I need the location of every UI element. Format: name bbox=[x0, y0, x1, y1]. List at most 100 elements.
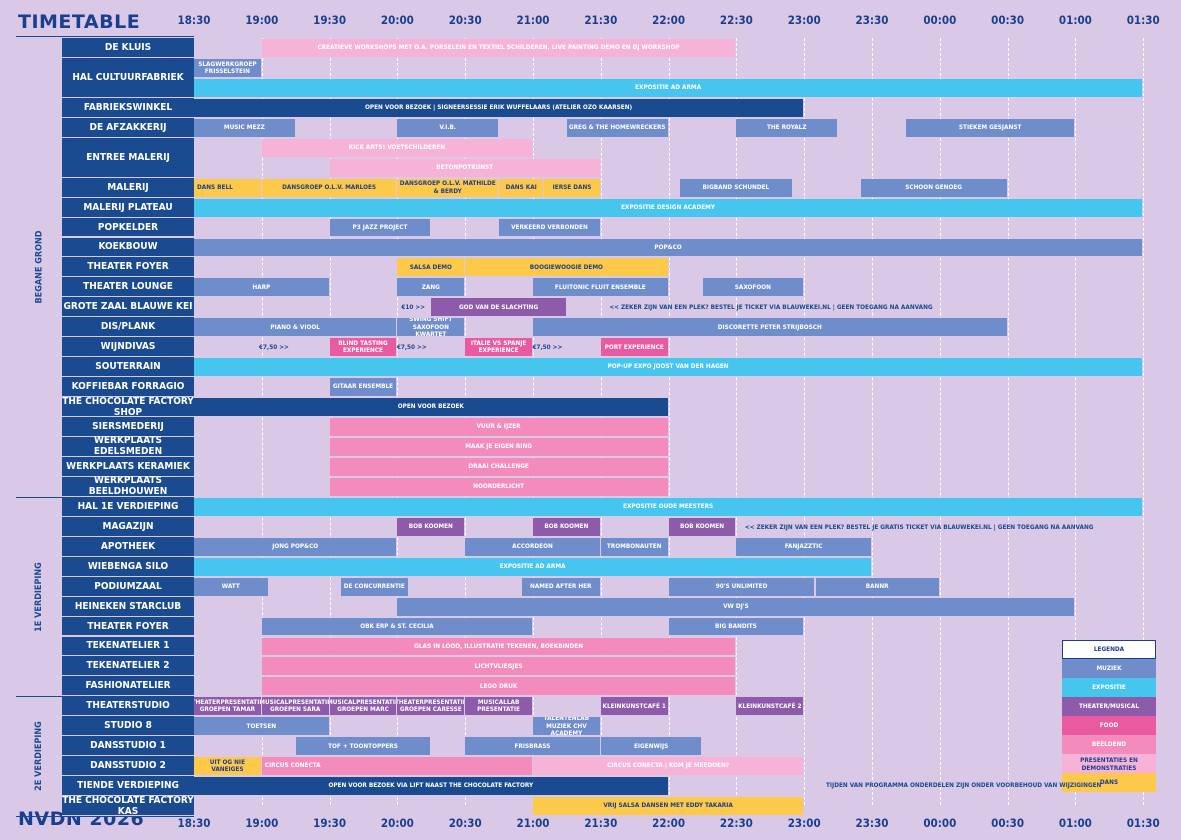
event-block[interactable]: PIANO & VIOOL bbox=[194, 318, 398, 337]
event-block[interactable]: OBK ERP & ST. CECILIA bbox=[261, 617, 533, 636]
legend-item-muziek: MUZIEK bbox=[1062, 659, 1156, 678]
time-label: 23:30 bbox=[855, 816, 889, 830]
event-block[interactable]: GLAS IN LOOD, ILLUSTRATIE TEKENEN, BOEKB… bbox=[261, 637, 737, 656]
event-block[interactable]: DE CONCURRENTIE bbox=[340, 577, 409, 596]
event-note: << ZEKER ZIJN VAN EEN PLEK? BESTEL JE GR… bbox=[744, 522, 1094, 531]
event-block[interactable]: SWING SHIFT SAXOFOON KWARTET bbox=[397, 318, 466, 337]
event-block[interactable]: LEGO DRUK bbox=[261, 677, 737, 696]
event-block[interactable]: TALENTENLAB MUZIEK CHV ACADEMY bbox=[533, 717, 601, 736]
event-block[interactable]: KICK ARTS! VOETSCHILDEREN bbox=[261, 138, 533, 157]
event-block[interactable]: KLEINKUNSTCAFÉ 1 bbox=[600, 697, 669, 716]
time-gridline bbox=[1143, 38, 1145, 805]
event-block[interactable]: BOB KOOMEN bbox=[397, 517, 466, 536]
time-label: 18:30 bbox=[177, 816, 211, 830]
event-block[interactable]: GOD VAN DE SLACHTING bbox=[431, 298, 567, 317]
event-block[interactable]: CIRCUS CONECTA bbox=[261, 757, 533, 776]
event-block[interactable]: POP&CO bbox=[194, 238, 1144, 257]
event-block[interactable]: BIGBAND SCHUNDEL bbox=[679, 178, 793, 197]
event-block[interactable]: OPEN VOOR BEZOEK bbox=[194, 398, 669, 417]
event-block[interactable]: P3 JAZZ PROJECT bbox=[329, 218, 432, 237]
venue-label: TEKENATELIER 1 bbox=[62, 636, 194, 657]
event-block[interactable]: MUSICALPRESENTATIE GROEPEN SARA bbox=[261, 697, 330, 716]
event-block[interactable]: VRIJ SALSA DANSEN MET EDDY TAKARIA bbox=[533, 797, 805, 816]
legend-item-header: LEGENDA bbox=[1062, 640, 1156, 659]
event-block[interactable]: DISCORETTE PETER STRIJBOSCH bbox=[533, 318, 1008, 337]
venue-label: WERKPLAATS BEELDHOUWEN bbox=[62, 475, 194, 497]
event-block[interactable]: BOOGIEWOOGIE DEMO bbox=[465, 258, 669, 277]
event-block[interactable]: KLEINKUNSTCAFÉ 2 bbox=[736, 697, 805, 716]
event-block[interactable]: EXPOSITIE AD ARMA bbox=[194, 557, 872, 576]
event-block[interactable]: EXPOSITIE OUDE MEESTERS bbox=[194, 497, 1144, 516]
event-block[interactable]: DANS BELL bbox=[194, 178, 262, 197]
event-block[interactable]: STIEKEM GESJANST bbox=[905, 118, 1076, 137]
legend-item-beeldend: BEELDEND bbox=[1062, 735, 1156, 754]
event-block[interactable]: OPEN VOOR BEZOEK VIA LIFT NAAST THE CHOC… bbox=[194, 777, 669, 796]
time-gridline bbox=[872, 38, 873, 805]
event-block[interactable]: VW DJ'S bbox=[397, 597, 1076, 616]
event-block[interactable]: FLUITONIC FLUIT ENSEMBLE bbox=[533, 278, 669, 297]
event-block[interactable]: EIGENWIJS bbox=[600, 737, 703, 756]
venue-label: KOEKBOUW bbox=[62, 237, 194, 258]
event-block[interactable]: NOORDERLICHT bbox=[329, 477, 669, 496]
time-label: 01:30 bbox=[1126, 13, 1160, 27]
floor-name: BEGANE GROND bbox=[34, 230, 45, 304]
event-block[interactable]: CREATIEVE WORKSHOPS MET O.A. PORSELEIN E… bbox=[261, 39, 737, 57]
event-block[interactable]: VERKEERD VERBONDEN bbox=[499, 218, 601, 237]
venue-label: FABRIEKSWINKEL bbox=[62, 97, 194, 118]
event-block[interactable]: THE ROYALZ bbox=[736, 118, 839, 137]
event-block[interactable]: HARP bbox=[194, 278, 330, 297]
time-label: 19:30 bbox=[313, 13, 347, 27]
event-block[interactable]: ACCORDEON bbox=[465, 537, 601, 556]
event-note: << ZEKER ZIJN VAN EEN PLEK? BESTEL JE TI… bbox=[609, 303, 933, 312]
event-block[interactable]: ITALIE VS SPANJE EXPERIENCE bbox=[465, 338, 533, 357]
event-block[interactable]: SALSA DEMO bbox=[397, 258, 466, 277]
event-block[interactable]: MUSICALPRESENTATIE GROEPEN MARC bbox=[329, 697, 398, 716]
venue-label: STUDIO 8 bbox=[62, 716, 194, 737]
event-block[interactable]: FRISBRASS bbox=[465, 737, 601, 756]
event-block[interactable]: MUSIC MEZZ bbox=[194, 118, 296, 137]
event-block[interactable]: MUSICALLAB PRESENTATIE bbox=[465, 697, 533, 716]
legend-item-dans: DANS bbox=[1062, 773, 1156, 792]
event-block[interactable]: GITAAR ENSEMBLE bbox=[329, 378, 398, 397]
event-block[interactable]: THEATERPRESENTATIE GROEPEN TAMAR bbox=[194, 697, 262, 716]
event-block[interactable]: 90'S UNLIMITED bbox=[668, 577, 816, 596]
venue-label: MALERIJ bbox=[62, 177, 194, 198]
event-block[interactable]: IERSE DANS bbox=[544, 178, 601, 197]
event-block[interactable]: DANS KAI bbox=[499, 178, 545, 197]
event-block[interactable]: POP-UP EXPO JOOST VAN DER HAGEN bbox=[194, 358, 1144, 377]
event-block[interactable]: EXPOSITIE AD ARMA bbox=[194, 78, 1144, 97]
event-block[interactable]: VUUR & IJZER bbox=[329, 418, 669, 436]
event-block[interactable]: V.I.B. bbox=[397, 118, 500, 137]
event-block[interactable]: THEATERPRESENTATIE GROEPEN CARESSE bbox=[397, 697, 466, 716]
event-block[interactable]: TOETSEN bbox=[194, 717, 330, 736]
event-block[interactable]: WATT bbox=[194, 577, 269, 596]
event-block[interactable]: ZANG bbox=[397, 278, 466, 297]
event-block[interactable]: OPEN VOOR BEZOEK | SIGNEERSESSIE ERIK WU… bbox=[194, 98, 805, 117]
event-block[interactable]: FANJAZZTIC bbox=[736, 537, 872, 556]
event-block[interactable]: SCHOON GENOEG bbox=[860, 178, 1008, 197]
event-block[interactable]: NAMED AFTER HER bbox=[521, 577, 601, 596]
event-block[interactable]: TROMBONAUTEN bbox=[600, 537, 669, 556]
time-label: 22:30 bbox=[719, 816, 753, 830]
event-block[interactable]: CIRCUS CONECTA | KOM JE MEEDOEN? bbox=[533, 757, 805, 776]
event-block[interactable]: TOF + TOONTOPPERS bbox=[295, 737, 432, 756]
event-block[interactable]: EXPOSITIE DESIGN ACADEMY bbox=[194, 198, 1144, 217]
event-block[interactable]: JONG POP&CO bbox=[194, 537, 398, 556]
event-block[interactable]: BIG BANDITS bbox=[668, 617, 805, 636]
event-block[interactable]: DANSGROEP O.L.V. MATHILDE & BERDY bbox=[397, 178, 500, 197]
event-block[interactable]: PORT EXPERIENCE bbox=[600, 338, 669, 357]
event-block[interactable]: BETONPOTKUNST bbox=[329, 158, 601, 177]
event-block[interactable]: UIT OG NIE VANEIGES bbox=[194, 757, 262, 776]
event-block[interactable]: BOB KOOMEN bbox=[533, 517, 601, 536]
event-block[interactable]: MAAK JE EIGEN RING bbox=[329, 438, 669, 456]
event-block[interactable]: SAXOFOON bbox=[702, 278, 805, 297]
event-block[interactable]: LICHTVLIEGJES bbox=[261, 657, 737, 676]
event-block[interactable]: BLIND TASTING EXPERIENCE bbox=[329, 338, 398, 357]
event-block[interactable]: BOB KOOMEN bbox=[668, 517, 737, 536]
event-block[interactable]: DANSGROEP O.L.V. MARLOES bbox=[261, 178, 398, 197]
event-block[interactable]: DRAAI CHALLENGE bbox=[329, 457, 669, 476]
event-block[interactable]: SLAGWERKGROEP FRISSELSTEIN bbox=[194, 58, 262, 77]
event-block[interactable]: GREG & THE HOMEWRECKERS bbox=[566, 118, 669, 137]
event-block[interactable]: BANNR bbox=[815, 577, 940, 596]
